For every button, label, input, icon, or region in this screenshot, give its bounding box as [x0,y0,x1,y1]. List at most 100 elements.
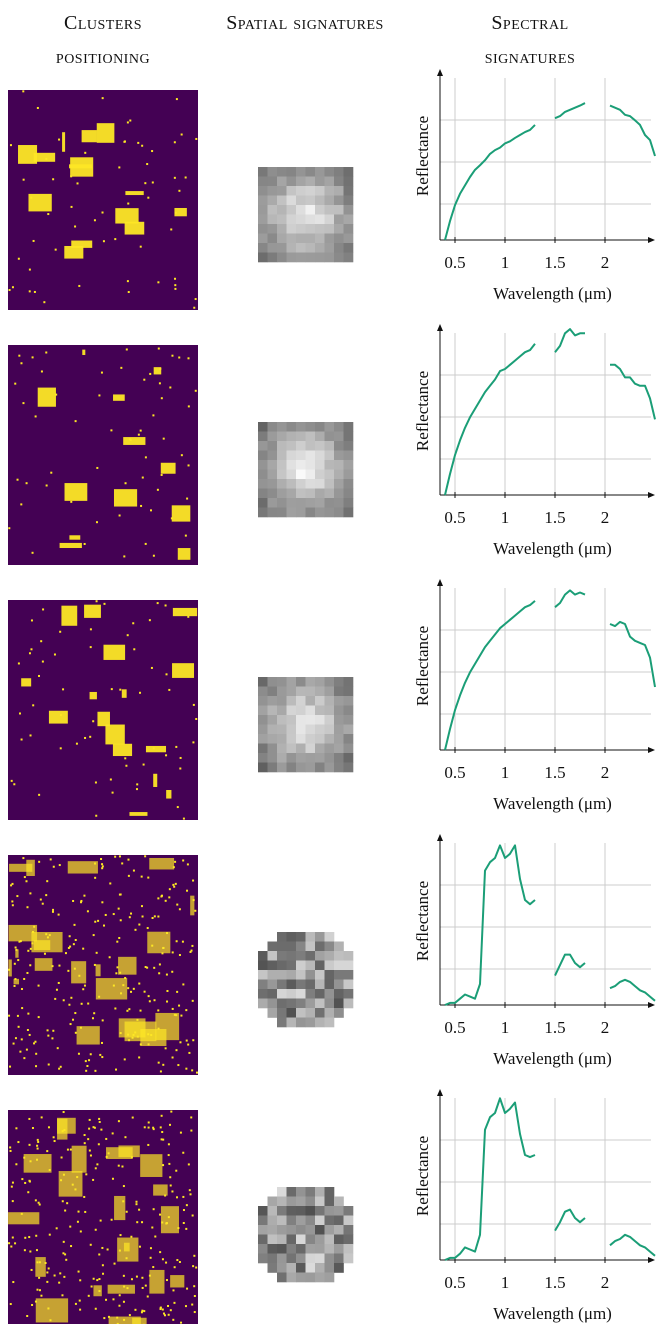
spatial-pixel [277,422,287,432]
cluster-speck [173,1266,176,1269]
spatial-pixel [277,214,287,225]
spatial-pixel [334,224,344,234]
x-tick-label: 0.5 [444,1273,465,1292]
spatial-pixel [324,1225,335,1235]
spatial-pixel [334,205,344,215]
cluster-speck [130,912,133,915]
cluster-speck [166,932,169,935]
spatial-pixel [315,1244,325,1254]
spatial-pixel [277,686,287,697]
spatial-pixel [286,507,297,518]
spatial-pixel [315,715,325,725]
spatial-pixel [324,979,335,990]
cluster-speck [102,240,105,243]
cluster-blob [64,483,88,501]
cluster-speck [112,984,115,987]
cluster-speck [101,1019,104,1022]
cluster-speck [55,1227,58,1230]
cluster-speck [15,1163,18,1166]
cluster-speck [34,1199,37,1202]
cluster-speck [103,1317,106,1320]
spatial-pixel [315,1187,325,1197]
spatial-pixel [277,1017,287,1028]
cluster-blob [69,535,81,540]
spatial-pixel [343,450,354,461]
cluster-speck [123,1058,126,1061]
cluster-speck [157,281,160,284]
spatial-pixel [305,1187,316,1197]
cluster-speck [84,151,87,154]
cluster-speck [26,971,29,974]
cluster-speck [120,366,123,369]
cluster-speck [40,640,43,643]
cluster-speck [94,1228,97,1231]
cluster-speck [147,1043,150,1046]
cluster-speck [191,999,194,1002]
cluster-blob [37,387,56,407]
spatial-pixel [305,941,316,952]
cluster-speck [67,969,70,972]
cluster-speck [195,1266,198,1269]
spatial-pixel [324,1215,335,1226]
spatial-pixel [334,1253,344,1264]
spatial-pixel [258,979,268,990]
cluster-speck [122,984,125,987]
spatial-pixel [258,696,268,706]
cluster-speck [175,1169,178,1172]
cluster-speck [118,1294,121,1297]
spatial-pixel [258,214,268,225]
cluster-speck [119,1234,122,1237]
spatial-pixel [296,214,306,225]
x-tick-label: 1.5 [544,1273,565,1292]
cluster-speck [160,895,163,898]
cluster-speck [106,1248,109,1251]
cluster-speck [93,1126,96,1129]
cluster-speck [87,1294,90,1297]
cluster-speck [148,619,151,622]
spatial-pixel [343,1234,354,1245]
cluster-speck [147,1033,150,1036]
cluster-speck [178,189,181,192]
spatial-pixel [286,1215,297,1226]
cluster-speck [40,370,43,373]
spatial-pixel [296,998,306,1009]
cluster-speck [141,1276,144,1279]
cluster-speck [139,691,142,694]
y-axis-label: Reflectance [413,626,432,706]
spatial-pixel [334,507,344,518]
spatial-pixel [258,1206,268,1216]
cluster-speck [157,1061,160,1064]
cluster-blob [96,123,115,143]
cluster-speck [29,892,32,895]
cluster-blob [153,773,158,787]
cluster-speck [100,858,103,861]
cluster-speck [31,942,34,945]
cluster-speck [162,1164,165,1167]
cluster-speck [20,362,23,365]
cluster-speck [168,888,171,891]
cluster-speck [137,433,140,436]
spatial-pixel [334,450,344,461]
cluster-speck [136,1035,139,1038]
cluster-speck [10,1185,13,1188]
cluster-speck [96,1279,99,1282]
cluster-speck [11,1181,14,1184]
cluster-speck [92,1178,95,1181]
spatial-pixel [343,753,354,763]
cluster-speck [192,899,195,902]
cluster-speck [12,1042,15,1045]
cluster-speck [184,534,187,537]
cluster-speck [28,1143,31,1146]
cluster-speck [10,779,13,782]
y-axis-label: Reflectance [413,116,432,196]
cluster-speck [143,990,146,993]
cluster-speck [153,966,156,969]
cluster-speck [27,949,30,952]
spatial-pixel [258,243,268,253]
cluster-speck [91,1017,94,1020]
cluster-speck [173,885,176,888]
spatial-pixel [267,1196,278,1207]
spatial-pixel [296,960,306,971]
spatial-pixel [277,743,287,754]
cluster-blob [71,961,87,984]
